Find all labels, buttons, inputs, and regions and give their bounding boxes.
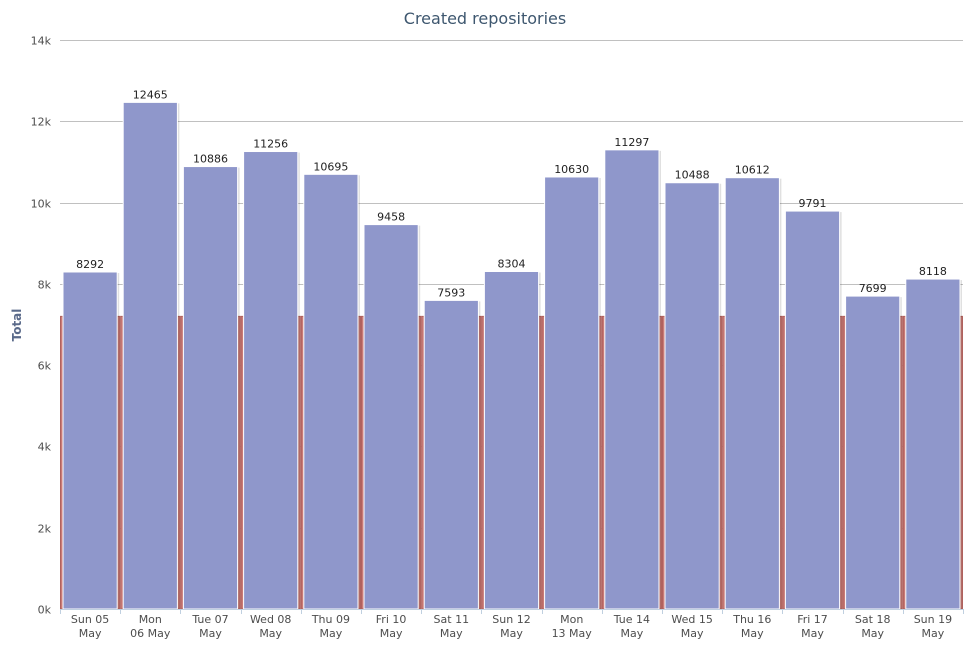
bar [664, 182, 720, 610]
data-label: 8118 [919, 265, 947, 278]
x-tick-label: Wed 08 May [250, 613, 291, 640]
bar [905, 278, 961, 610]
x-tick-label: Thu 09 May [311, 613, 350, 640]
bar [243, 151, 299, 610]
data-label: 8292 [76, 258, 104, 271]
data-label: 7699 [859, 282, 887, 295]
x-tick-label: Fri 17 May [797, 613, 828, 640]
data-label: 10695 [313, 160, 348, 173]
y-tick-label: 4k [38, 441, 52, 454]
bar [845, 295, 901, 610]
x-tick-label: Sat 11 May [434, 613, 470, 640]
y-tick-label: 14k [31, 35, 52, 48]
x-tick-label: Sat 18 May [855, 613, 891, 640]
bar [604, 149, 660, 610]
x-tick-label: Wed 15 May [671, 613, 712, 640]
data-labels: 8292 12465 10886 11256 10695 9458 7593 8304 1063… [76, 88, 947, 299]
bar [544, 176, 600, 610]
data-label: 10630 [554, 163, 589, 176]
data-label: 8304 [498, 258, 526, 271]
data-label: 9791 [799, 197, 827, 210]
bar [363, 224, 419, 610]
bar [724, 177, 780, 610]
x-axis: Sun 05 May Mon 06 May Tue 07 May Wed 08 May Thu … [60, 609, 964, 640]
data-label: 10488 [675, 169, 710, 182]
total-series [62, 101, 962, 610]
y-tick-label: 2k [38, 523, 52, 536]
x-tick-label: Mon 06 May [130, 613, 171, 640]
bar [423, 299, 479, 610]
y-tick-label: 8k [38, 279, 52, 292]
y-tick-label: 0k [38, 604, 52, 617]
y-tick-label: 12k [31, 116, 52, 129]
x-tick-label: Thu 16 May [732, 613, 771, 640]
bar [182, 166, 239, 610]
bar [483, 271, 540, 610]
x-tick-label: Sun 19 May [914, 613, 952, 640]
y-axis-label: Total [10, 309, 24, 342]
data-label: 10886 [193, 153, 228, 166]
bar [303, 173, 359, 610]
data-label: 9458 [377, 211, 405, 224]
x-tick-label: Sun 05 May [71, 613, 109, 640]
x-tick-label: Tue 07 May [191, 613, 228, 640]
x-tick-label: Tue 14 May [613, 613, 650, 640]
y-axis-ticks: 0k 2k 4k 6k 8k 10k 12k 14k [31, 35, 52, 617]
x-tick-label: Fri 10 May [376, 613, 407, 640]
data-label: 11256 [253, 138, 288, 151]
x-tick-label: Sun 12 May [492, 613, 530, 640]
y-tick-label: 10k [31, 198, 52, 211]
x-tick-label: Mon 13 May [552, 613, 593, 640]
data-label: 12465 [133, 88, 168, 101]
data-label: 11297 [614, 136, 649, 149]
bar [62, 271, 118, 610]
data-label: 10612 [735, 164, 770, 177]
bar [122, 101, 178, 610]
data-label: 7593 [437, 286, 465, 299]
bar [784, 210, 841, 610]
chart-title: Created repositories [404, 9, 566, 28]
y-tick-label: 6k [38, 360, 52, 373]
